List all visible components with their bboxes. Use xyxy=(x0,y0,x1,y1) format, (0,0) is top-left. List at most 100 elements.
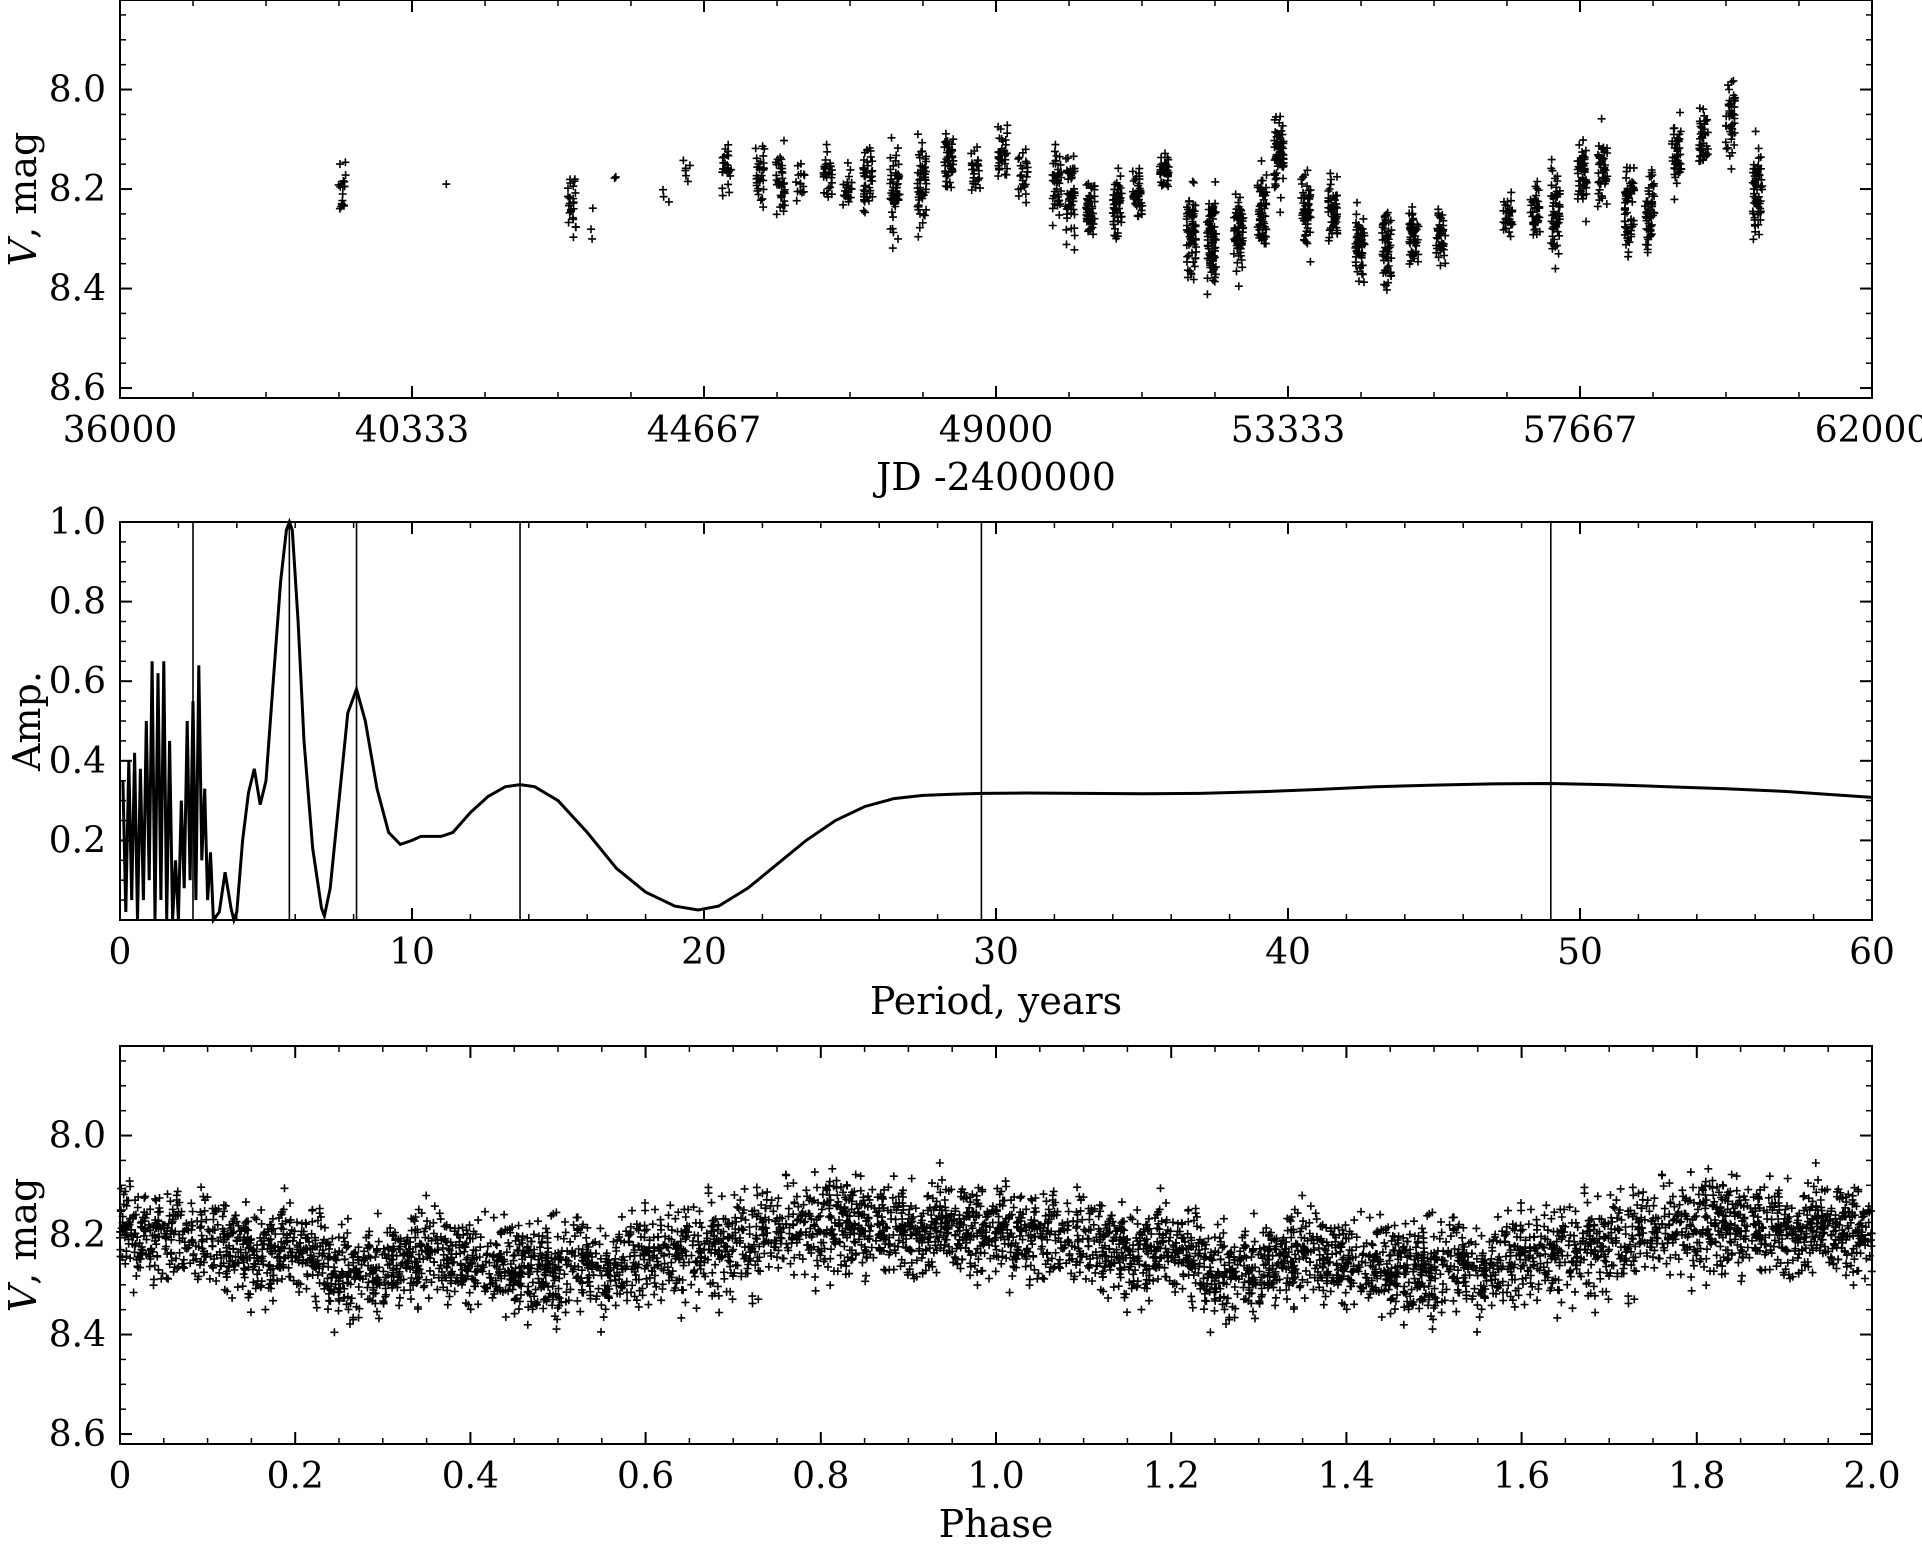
phasecurve-point xyxy=(628,1281,637,1290)
lightcurve-point xyxy=(1116,208,1125,217)
lightcurve-point xyxy=(1023,168,1032,176)
phasecurve-point xyxy=(756,1267,765,1276)
lightcurve-point xyxy=(863,158,872,167)
lightcurve-point xyxy=(823,147,832,156)
lightcurve-point xyxy=(683,177,692,186)
phasecurve-point xyxy=(666,1201,675,1210)
lightcurve-point xyxy=(1676,108,1684,117)
phasecurve-point xyxy=(687,1280,696,1289)
phasecurve-point xyxy=(164,1274,173,1283)
lightcurve-point xyxy=(1070,245,1079,254)
lightcurve-point xyxy=(1211,243,1220,252)
periodogram-x-axis-label: Period, years xyxy=(870,979,1122,1023)
lightcurve-point xyxy=(1229,249,1238,258)
phasecurve-point xyxy=(644,1300,653,1309)
lightcurve-point xyxy=(1262,171,1271,179)
phasecurve-point xyxy=(782,1171,791,1180)
phasecurve-point xyxy=(450,1287,459,1296)
phasecurve-point xyxy=(278,1275,286,1283)
lightcurve-point xyxy=(569,233,578,242)
lightcurve-point xyxy=(1135,202,1144,211)
phasecurve-point xyxy=(482,1251,491,1260)
phasecurve-point xyxy=(218,1212,227,1221)
phasecurve-point xyxy=(379,1298,388,1307)
lightcurve-point xyxy=(1261,239,1270,248)
lightcurve-point xyxy=(1582,217,1590,226)
lightcurve-point xyxy=(1186,210,1195,219)
lightcurve-point xyxy=(894,160,903,169)
y-tick-label: 8.0 xyxy=(49,70,106,111)
lightcurve-point xyxy=(949,135,958,144)
phasecurve-point xyxy=(790,1270,798,1279)
lightcurve-point xyxy=(571,222,580,231)
lightcurve-point xyxy=(1211,262,1220,271)
phasecurve-point xyxy=(311,1297,320,1306)
phasecurve-point xyxy=(763,1188,772,1197)
phasecurve-point xyxy=(728,1295,737,1304)
lightcurve-point xyxy=(913,130,922,139)
phasecurve-point xyxy=(673,1227,682,1236)
lightcurve-point xyxy=(915,176,924,185)
lightcurve-point xyxy=(1238,263,1247,272)
lightcurve-point xyxy=(758,194,767,203)
phasecurve-point xyxy=(650,1290,659,1299)
phasecurve-point xyxy=(836,1251,845,1260)
lightcurve-point xyxy=(1065,197,1073,205)
lightcurve-point xyxy=(1014,154,1023,163)
phasecurve-point xyxy=(320,1223,329,1232)
lightcurve-point xyxy=(1187,235,1196,244)
lightcurve-point xyxy=(1066,200,1074,209)
phasecurve-point xyxy=(923,1192,932,1201)
lightcurve-point xyxy=(1157,153,1166,162)
phasecurve-point xyxy=(758,1189,767,1198)
lightcurve-point xyxy=(1129,187,1137,196)
phasecurve-point xyxy=(840,1242,849,1251)
phasecurve-point xyxy=(978,1266,987,1275)
phasecurve-point xyxy=(691,1218,700,1227)
phasecurve-point xyxy=(726,1262,735,1271)
phasecurve-point xyxy=(938,1175,946,1184)
phasecurve-point xyxy=(197,1222,205,1231)
y-tick-label: 0.8 xyxy=(49,582,106,623)
lightcurve-point xyxy=(1254,230,1263,239)
lightcurve-point xyxy=(564,201,573,210)
lightcurve-point xyxy=(777,155,786,164)
lightcurve-point xyxy=(724,140,733,149)
lightcurve-point xyxy=(1086,225,1095,234)
lightcurve-point xyxy=(1066,188,1075,197)
lightcurve-point xyxy=(1551,264,1560,273)
lightcurve-point xyxy=(721,145,730,153)
phasecurve-point xyxy=(753,1191,762,1200)
phasecurve-point xyxy=(1196,1223,1205,1232)
phasecurve-point xyxy=(167,1248,176,1257)
phasecurve-point xyxy=(601,1305,610,1314)
lightcurve-point xyxy=(1164,155,1173,164)
lightcurve-point xyxy=(339,176,348,185)
lightcurve-point xyxy=(1208,210,1217,219)
phasecurve-point xyxy=(371,1253,380,1261)
phasecurve-point xyxy=(561,1228,570,1237)
lightcurve-point xyxy=(886,153,895,162)
lightcurve-point xyxy=(1090,181,1099,190)
lightcurve-point xyxy=(998,137,1007,146)
lightcurve-point xyxy=(1188,177,1197,186)
phasecurve-point xyxy=(233,1283,242,1292)
lightcurve-point xyxy=(1189,200,1198,209)
lightcurve-point xyxy=(1593,202,1602,211)
phasecurve-point xyxy=(734,1204,743,1213)
lightcurve-point xyxy=(1003,121,1012,130)
lightcurve-point xyxy=(975,174,984,183)
phasecurve-point xyxy=(241,1198,250,1207)
lightcurve-point xyxy=(1083,204,1091,213)
lightcurve-point xyxy=(921,185,930,194)
lightcurve-point xyxy=(824,192,833,201)
phasecurve-point xyxy=(813,1183,821,1192)
phasecurve-point xyxy=(474,1216,483,1225)
phasecurve-point xyxy=(435,1209,444,1218)
x-tick-label: 57667 xyxy=(1523,410,1638,451)
lightcurve-point xyxy=(1070,210,1079,219)
phasecurve-point xyxy=(354,1283,363,1291)
phasecurve-point xyxy=(280,1184,289,1193)
lightcurve-point xyxy=(1209,206,1218,215)
y-tick-label: 8.6 xyxy=(49,368,106,409)
